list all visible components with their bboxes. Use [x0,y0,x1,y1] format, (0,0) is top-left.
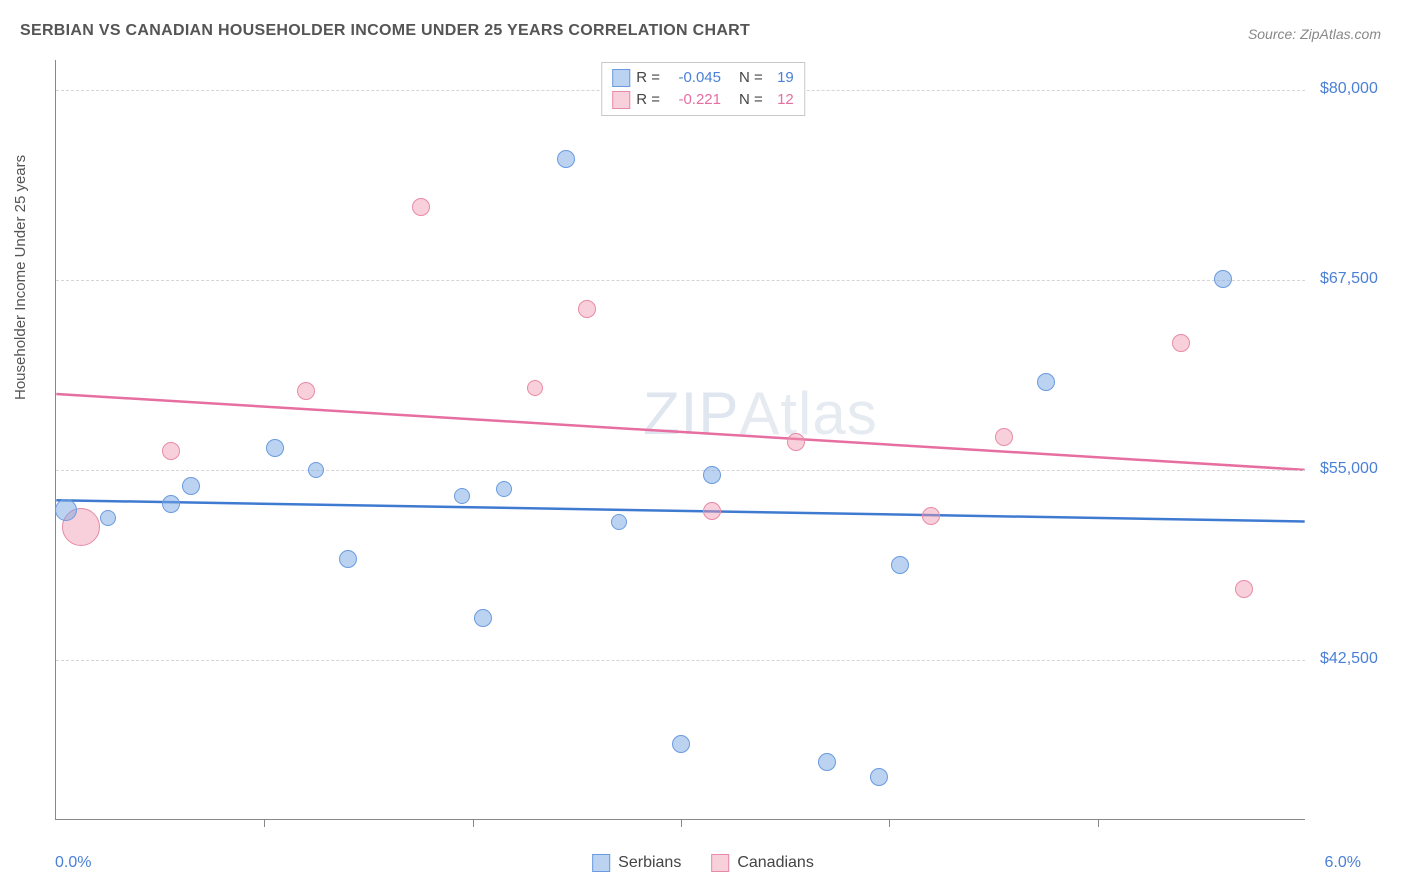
y-tick-label: $80,000 [1320,80,1378,98]
n-label: N = [739,67,763,89]
point-canadians [1172,334,1190,352]
gridline [56,280,1305,281]
legend-label-serbians: Serbians [618,854,681,872]
gridline [56,470,1305,471]
y-axis-label: Householder Income Under 25 years [12,155,29,400]
n-value-canadians: 12 [769,89,794,111]
point-canadians [297,382,315,400]
r-label: R = [636,89,660,111]
point-serbians [818,753,836,771]
point-serbians [308,462,324,478]
point-serbians [1037,373,1055,391]
legend-label-canadians: Canadians [737,854,814,872]
source-attribution: Source: ZipAtlas.com [1248,26,1381,42]
point-canadians [995,428,1013,446]
legend-item-canadians: Canadians [711,854,814,872]
point-canadians [578,300,596,318]
watermark-bold: ZIP [643,380,739,447]
point-canadians [922,507,940,525]
point-serbians [100,510,116,526]
y-tick-label: $42,500 [1320,650,1378,668]
point-serbians [162,495,180,513]
n-label: N = [739,89,763,111]
gridline [56,660,1305,661]
stats-legend: R = -0.045 N = 19 R = -0.221 N = 12 [601,62,805,116]
x-tick [264,819,265,827]
r-label: R = [636,67,660,89]
swatch-serbians-icon [612,69,630,87]
stats-row-serbians: R = -0.045 N = 19 [612,67,794,89]
watermark-thin: Atlas [739,380,877,447]
x-tick [889,819,890,827]
point-serbians [474,609,492,627]
r-value-canadians: -0.221 [666,89,721,111]
x-tick [681,819,682,827]
point-canadians [703,502,721,520]
point-serbians [182,477,200,495]
point-serbians [672,735,690,753]
point-serbians [266,439,284,457]
x-tick [1098,819,1099,827]
x-tick [473,819,474,827]
swatch-serbians-icon [592,854,610,872]
point-serbians [557,150,575,168]
x-max-label: 6.0% [1325,854,1361,872]
point-canadians [527,380,543,396]
watermark: ZIPAtlas [643,379,878,448]
point-canadians [162,442,180,460]
chart-title: SERBIAN VS CANADIAN HOUSEHOLDER INCOME U… [20,22,750,40]
point-serbians [870,768,888,786]
point-serbians [1214,270,1232,288]
point-serbians [703,466,721,484]
y-tick-label: $55,000 [1320,460,1378,478]
n-value-serbians: 19 [769,67,794,89]
r-value-serbians: -0.045 [666,67,721,89]
point-serbians [891,556,909,574]
point-canadians [1235,580,1253,598]
point-canadians [412,198,430,216]
point-serbians [55,499,77,521]
swatch-canadians-icon [612,91,630,109]
bottom-legend: Serbians Canadians [592,854,814,872]
point-serbians [611,514,627,530]
point-serbians [454,488,470,504]
stats-row-canadians: R = -0.221 N = 12 [612,89,794,111]
point-serbians [496,481,512,497]
x-min-label: 0.0% [55,854,91,872]
point-canadians [787,433,805,451]
legend-item-serbians: Serbians [592,854,681,872]
y-tick-label: $67,500 [1320,270,1378,288]
swatch-canadians-icon [711,854,729,872]
point-serbians [339,550,357,568]
plot-area: ZIPAtlas [55,60,1305,820]
